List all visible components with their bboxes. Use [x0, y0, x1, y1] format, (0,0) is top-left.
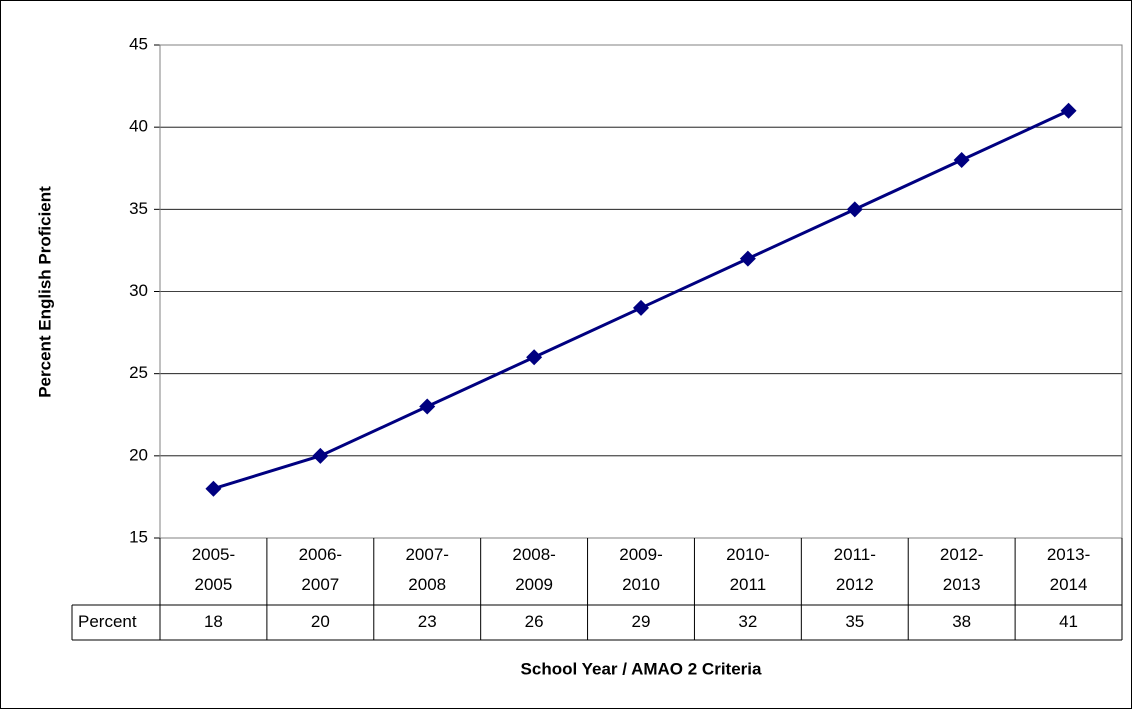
y-tick-label: 15 — [129, 527, 148, 546]
legend-label: Percent — [78, 612, 137, 631]
y-tick-label: 35 — [129, 199, 148, 218]
marker — [846, 201, 863, 218]
table-value: 38 — [952, 612, 971, 631]
y-tick-label: 25 — [129, 363, 148, 382]
table-value: 29 — [632, 612, 651, 631]
x-tick-label: 2012-2013 — [940, 545, 983, 594]
y-tick-label: 20 — [129, 445, 148, 464]
marker — [739, 250, 756, 267]
table-value: 18 — [204, 612, 223, 631]
marker — [633, 299, 649, 316]
plot-border — [159, 44, 1123, 539]
table-value: 41 — [1059, 612, 1078, 631]
table-value: 23 — [418, 612, 437, 631]
x-tick-label: 2007-2008 — [405, 545, 448, 594]
table-value: 35 — [845, 612, 864, 631]
x-tick-label: 2005-2005 — [192, 545, 235, 594]
marker — [1060, 102, 1077, 119]
x-tick-label: 2008-2009 — [512, 545, 555, 594]
y-tick-label: 45 — [129, 34, 148, 53]
y-tick-label: 30 — [129, 281, 148, 300]
marker — [526, 349, 543, 366]
table-value: 20 — [311, 612, 330, 631]
y-axis-label: Percent English Proficient — [35, 186, 54, 398]
x-tick-label: 2013-2014 — [1047, 545, 1090, 594]
x-tick-label: 2010-2011 — [726, 545, 769, 594]
marker — [953, 152, 970, 169]
marker — [419, 398, 436, 415]
x-tick-label: 2009-2010 — [619, 545, 662, 594]
table-value: 26 — [525, 612, 544, 631]
table-value: 32 — [738, 612, 757, 631]
marker — [312, 447, 329, 464]
x-tick-label: 2011-2012 — [834, 545, 876, 594]
x-axis-label: School Year / AMAO 2 Criteria — [521, 659, 762, 678]
x-tick-label: 2006-2007 — [299, 545, 342, 594]
y-tick-label: 40 — [129, 117, 148, 136]
marker — [205, 480, 222, 497]
